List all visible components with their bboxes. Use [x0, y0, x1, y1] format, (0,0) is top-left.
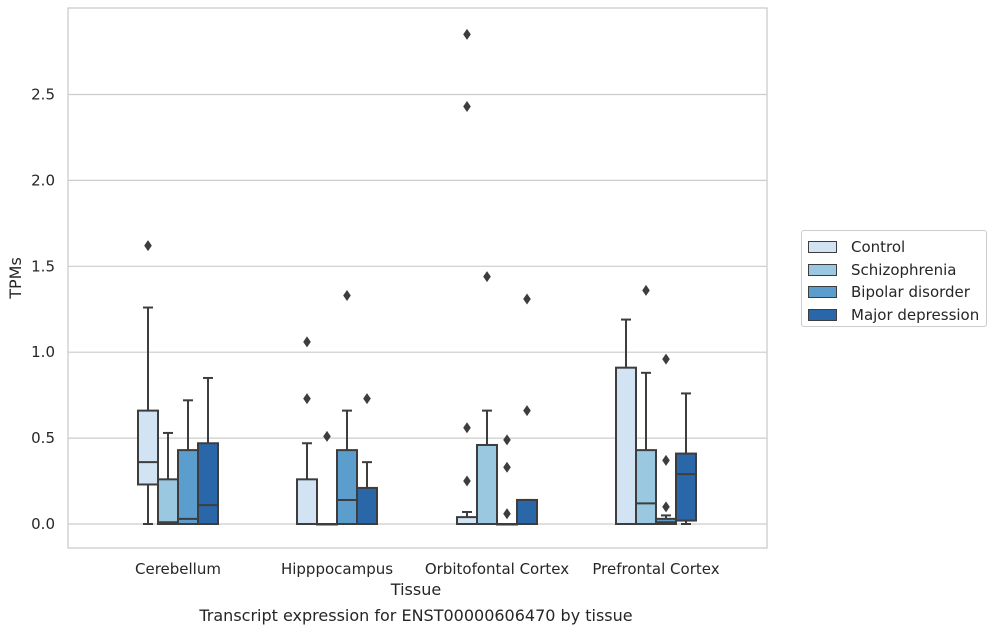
box-control — [296, 336, 318, 525]
legend-label: Control — [851, 238, 906, 257]
legend-swatch — [808, 241, 837, 254]
legend-swatch — [808, 263, 837, 276]
box-bipolar-disorder — [177, 399, 199, 526]
chart-caption: Transcript expression for ENST0000060647… — [199, 606, 633, 625]
boxes — [137, 28, 697, 526]
legend-label: Bipolar disorder — [851, 283, 970, 302]
outlier-point — [363, 393, 371, 405]
outlier-point — [483, 271, 491, 283]
outlier-point — [662, 454, 670, 466]
outlier-point — [343, 290, 351, 302]
outlier-point — [303, 393, 311, 405]
box-body — [516, 498, 538, 525]
outlier-point — [463, 101, 471, 113]
box-schizophrenia — [316, 430, 338, 526]
legend-item: Major depression — [808, 304, 986, 327]
x-tick-label: Prefrontal Cortex — [592, 560, 719, 578]
box-control — [615, 318, 637, 525]
box-body — [615, 366, 637, 525]
y-axis-label: TPMs — [6, 257, 25, 300]
box-body — [456, 516, 478, 525]
box-body — [476, 443, 498, 525]
box-body — [177, 449, 199, 526]
outlier-point — [662, 501, 670, 513]
box-major-depression — [356, 393, 378, 525]
outlier-point — [523, 405, 531, 417]
legend-item: Bipolar disorder — [808, 281, 986, 304]
box-body — [336, 449, 358, 526]
box-bipolar-disorder — [336, 290, 358, 526]
plot-frame — [67, 7, 768, 549]
outlier-point — [144, 240, 152, 252]
box-body — [137, 409, 159, 486]
x-tick-label: Orbitofontal Cortex — [425, 560, 569, 578]
y-tick-label: 0.5 — [31, 429, 55, 447]
box-major-depression — [675, 392, 697, 525]
legend-item: Schizophrenia — [808, 259, 986, 282]
legend: Control Schizophrenia Bipolar disorder Majo… — [801, 230, 987, 327]
y-tick-label: 1.0 — [31, 343, 55, 361]
box-control — [137, 240, 159, 525]
box-body — [296, 478, 318, 525]
outlier-point — [662, 353, 670, 365]
box-schizophrenia — [476, 271, 498, 525]
box-body — [157, 478, 179, 525]
box-major-depression — [197, 376, 219, 525]
outlier-point — [503, 434, 511, 446]
box-body — [635, 449, 657, 526]
outlier-point — [503, 508, 511, 520]
x-tick-label: Cerebellum — [135, 560, 221, 578]
y-tick-label: 1.5 — [31, 257, 55, 275]
outlier-point — [503, 461, 511, 473]
box-body — [356, 486, 378, 525]
y-tick-label: 2.0 — [31, 171, 55, 189]
outlier-point — [463, 475, 471, 487]
box-bipolar-disorder — [655, 353, 677, 526]
box-body — [675, 452, 697, 522]
legend-swatch — [808, 308, 837, 321]
gridlines — [68, 93, 767, 525]
outlier-point — [463, 28, 471, 40]
box-bipolar-disorder — [496, 434, 518, 526]
outlier-point — [642, 284, 650, 296]
outlier-point — [303, 336, 311, 348]
box-schizophrenia — [157, 431, 179, 525]
legend-label: Major depression — [851, 305, 980, 324]
box-major-depression — [516, 293, 538, 525]
legend-swatch — [808, 286, 837, 299]
outlier-point — [463, 422, 471, 434]
y-tick-label: 0.0 — [31, 515, 55, 533]
y-tick-label: 2.5 — [31, 86, 55, 104]
y-tick-labels: 0.0 0.5 1.0 1.5 2.0 2.5 — [31, 86, 55, 534]
outlier-point — [523, 293, 531, 305]
x-tick-labels: Cerebellum Hipppocampus Orbitofontal Corte… — [135, 560, 720, 578]
legend-item: Control — [808, 236, 986, 259]
x-tick-label: Hipppocampus — [281, 560, 393, 578]
x-axis-label: Tissue — [390, 580, 441, 599]
box-schizophrenia — [635, 284, 657, 526]
box-control — [456, 28, 478, 525]
outlier-point — [323, 430, 331, 442]
legend-label: Schizophrenia — [851, 260, 957, 279]
box-body — [197, 442, 219, 525]
